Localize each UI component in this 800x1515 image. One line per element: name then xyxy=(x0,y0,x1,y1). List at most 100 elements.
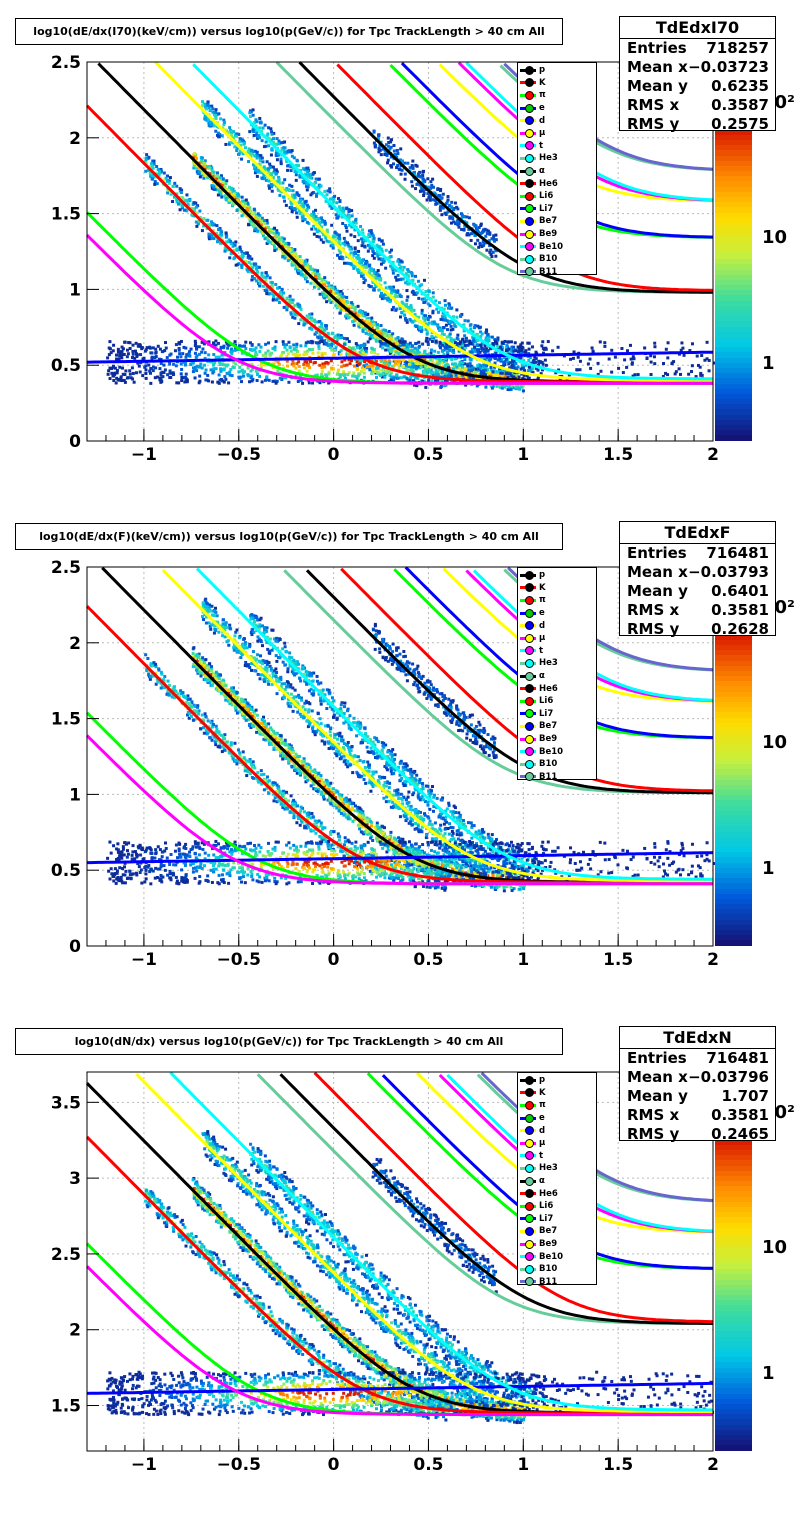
heatmap-cell xyxy=(218,373,221,376)
heatmap-cell xyxy=(422,170,425,173)
heatmap-cell xyxy=(476,344,479,347)
heatmap-cell xyxy=(319,293,322,296)
heatmap-cell xyxy=(258,350,261,353)
heatmap-cell xyxy=(178,347,181,350)
heatmap-cell xyxy=(220,230,223,233)
heatmap-cell xyxy=(349,248,352,251)
heatmap-cell xyxy=(440,385,443,388)
heatmap-cell xyxy=(653,355,656,358)
heatmap-cell xyxy=(411,291,414,294)
heatmap-cell xyxy=(254,228,257,231)
heatmap-cell xyxy=(250,263,253,266)
heatmap-cell xyxy=(474,368,477,371)
heatmap-cell xyxy=(247,160,250,163)
heatmap-cell xyxy=(354,246,357,249)
heatmap-cell xyxy=(257,134,260,137)
heatmap-cell xyxy=(313,319,316,322)
heatmap-cell xyxy=(311,173,314,176)
heatmap-cell xyxy=(403,340,406,343)
heatmap-cell xyxy=(297,322,300,325)
heatmap-cell xyxy=(507,388,510,391)
heatmap-cell xyxy=(338,312,341,315)
heatmap-cell xyxy=(378,238,381,241)
heatmap-cell xyxy=(164,341,167,344)
heatmap-cell xyxy=(397,377,400,380)
heatmap-cell xyxy=(287,352,290,355)
heatmap-cell xyxy=(283,178,286,181)
heatmap-cell xyxy=(323,283,326,286)
heatmap-cell xyxy=(235,264,238,267)
heatmap-cell xyxy=(353,365,356,368)
heatmap-cell xyxy=(138,365,141,368)
heatmap-cell xyxy=(463,334,466,337)
heatmap-cell xyxy=(229,350,232,353)
heatmap-cell xyxy=(544,359,547,362)
heatmap-cell xyxy=(373,237,376,240)
heatmap-cell xyxy=(246,207,249,210)
heatmap-cell xyxy=(239,137,242,140)
heatmap-cell xyxy=(419,190,422,193)
heatmap-cell xyxy=(257,212,260,215)
heatmap-cell xyxy=(322,241,325,244)
heatmap-cell xyxy=(207,353,210,356)
heatmap-cell xyxy=(476,239,479,242)
heatmap-cell xyxy=(323,190,326,193)
heatmap-cell xyxy=(297,272,300,275)
heatmap-cell xyxy=(310,319,313,322)
heatmap-cell xyxy=(404,173,407,176)
heatmap-cell xyxy=(240,214,243,217)
heatmap-cell xyxy=(479,224,482,227)
heatmap-cell xyxy=(437,311,440,314)
heatmap-cell xyxy=(263,222,266,225)
heatmap-cell xyxy=(302,159,305,162)
heatmap-cell xyxy=(468,216,471,219)
heatmap-cell xyxy=(360,275,363,278)
heatmap-cell xyxy=(278,178,281,181)
heatmap-cell xyxy=(446,336,449,339)
heatmap-cell xyxy=(267,341,270,344)
heatmap-cell xyxy=(211,223,214,226)
heatmap-cell xyxy=(484,235,487,238)
heatmap-cell xyxy=(361,228,364,231)
heatmap-cell xyxy=(422,194,425,197)
heatmap-cell xyxy=(245,199,248,202)
heatmap-cell xyxy=(172,373,175,376)
heatmap-cell xyxy=(511,364,514,367)
heatmap-cell xyxy=(165,347,168,350)
heatmap-cell xyxy=(411,321,414,324)
heatmap-cell xyxy=(390,286,393,289)
heatmap-cell xyxy=(418,345,421,348)
heatmap-cell xyxy=(210,368,213,371)
heatmap-cell xyxy=(356,268,359,271)
heatmap-cell xyxy=(388,330,391,333)
heatmap-cell xyxy=(346,241,349,244)
heatmap-cell xyxy=(325,239,328,242)
heatmap-cell xyxy=(472,339,475,342)
heatmap-cell xyxy=(434,203,437,206)
heatmap-cell xyxy=(127,352,130,355)
heatmap-cell xyxy=(159,381,162,384)
heatmap-cell xyxy=(261,139,264,142)
heatmap-cell xyxy=(260,220,263,223)
heatmap-cell xyxy=(254,168,257,171)
heatmap-cell xyxy=(370,317,373,320)
heatmap-cell xyxy=(384,349,387,352)
heatmap-cell xyxy=(625,366,628,369)
heatmap-cell xyxy=(238,366,241,369)
heatmap-cell xyxy=(399,315,402,318)
heatmap-cell xyxy=(301,259,304,262)
heatmap-cell xyxy=(405,304,408,307)
heatmap-cell xyxy=(463,340,466,343)
heatmap-cell xyxy=(460,228,463,231)
heatmap-cell xyxy=(155,355,158,358)
heatmap-cell xyxy=(507,362,510,365)
heatmap-cell xyxy=(209,109,212,112)
heatmap-cell xyxy=(163,364,166,367)
heatmap-cell xyxy=(232,257,235,260)
heatmap-cell xyxy=(697,364,700,367)
heatmap-cell xyxy=(402,278,405,281)
heatmap-cell xyxy=(703,359,706,362)
heatmap-cell xyxy=(346,373,349,376)
heatmap-cell xyxy=(206,374,209,377)
heatmap-cell xyxy=(446,351,449,354)
